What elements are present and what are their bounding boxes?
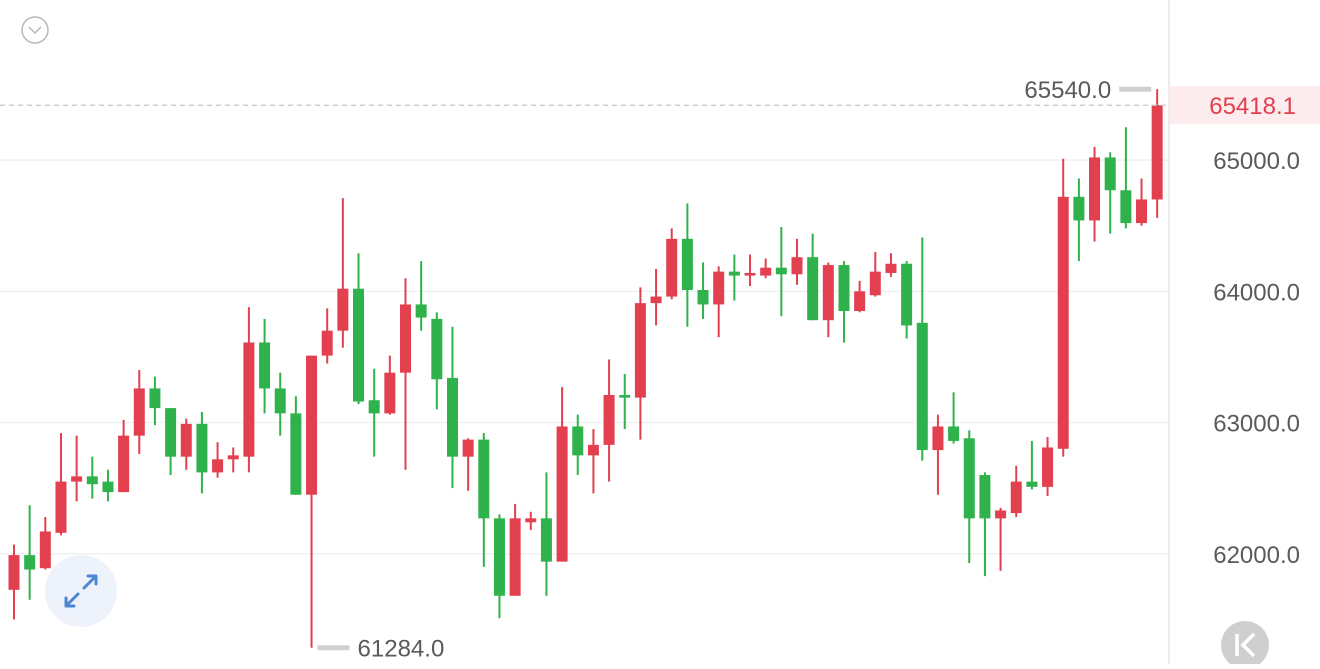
candle-body xyxy=(525,518,537,523)
candle-body xyxy=(587,444,599,456)
candle-body xyxy=(133,388,145,436)
candle-body xyxy=(838,265,850,312)
expand-button[interactable] xyxy=(45,555,117,627)
candle-body xyxy=(1026,481,1038,487)
candle-body xyxy=(24,555,36,570)
y-tick-label: 62000.0 xyxy=(1213,542,1300,569)
candle-body xyxy=(791,257,803,275)
candle-body xyxy=(885,263,897,273)
candle-body xyxy=(368,400,380,414)
kline-icon xyxy=(1235,632,1256,658)
candle-body xyxy=(572,426,584,456)
candle-body xyxy=(274,388,286,414)
candle-body xyxy=(948,426,960,441)
min-label: 61284.0 xyxy=(358,636,445,663)
kline-button[interactable] xyxy=(1221,621,1269,669)
candle-body xyxy=(540,518,552,562)
candle-body xyxy=(180,423,192,457)
candle-body xyxy=(901,263,913,326)
candle-body xyxy=(212,459,224,473)
candle-body xyxy=(619,394,631,398)
candle-body xyxy=(446,377,458,457)
candle-body xyxy=(493,518,505,596)
y-tick-label: 64000.0 xyxy=(1213,279,1300,306)
last-price-label: 65418.1 xyxy=(1209,93,1296,120)
candle-body xyxy=(509,518,521,596)
candle-body xyxy=(1104,157,1116,191)
candle-body xyxy=(321,330,333,356)
candle-body xyxy=(775,267,787,275)
last-price-box xyxy=(1170,86,1320,125)
candle-body xyxy=(760,267,772,276)
candle-body xyxy=(8,555,20,590)
candle-body xyxy=(1120,190,1132,224)
plot-area: 62000.0 63000.0 64000.0 65000.0 65540.0 61284… xyxy=(0,77,1320,663)
candle-body xyxy=(337,288,349,331)
candle-body xyxy=(854,291,866,312)
expand-icon xyxy=(64,574,98,608)
candle-body xyxy=(681,238,693,291)
expand-circle xyxy=(45,555,117,627)
candle-body xyxy=(415,304,427,318)
candle-body xyxy=(462,439,474,457)
candle-body xyxy=(227,455,239,460)
candle-body xyxy=(1151,105,1163,200)
candle-body xyxy=(697,290,709,305)
candle-body xyxy=(165,408,177,457)
candle-body xyxy=(916,322,928,451)
candle-body xyxy=(1042,447,1054,487)
candle-body xyxy=(243,342,255,457)
candle-body xyxy=(478,439,490,519)
candle-body xyxy=(55,481,67,533)
candle-body xyxy=(86,476,98,485)
candle-body xyxy=(666,238,678,297)
candle-body xyxy=(384,372,396,414)
candle-body xyxy=(118,435,130,493)
candle-body xyxy=(259,342,271,389)
candle-body xyxy=(869,271,881,296)
candle-body xyxy=(196,423,208,473)
candle-body xyxy=(822,265,834,321)
candle-body xyxy=(556,426,568,562)
candle-body xyxy=(979,475,991,519)
candle-body xyxy=(634,303,646,398)
candle-body xyxy=(650,296,662,304)
candle-body xyxy=(1136,199,1148,224)
candle-body xyxy=(1089,157,1101,221)
candle-body xyxy=(102,481,114,493)
candle-body xyxy=(1010,481,1022,514)
candle-body xyxy=(963,438,975,519)
candle-body xyxy=(995,510,1007,519)
candle-body xyxy=(744,272,756,276)
candle-body xyxy=(306,355,318,495)
candle-body xyxy=(400,304,411,373)
candle-body xyxy=(932,426,944,451)
collapse-circle xyxy=(21,16,49,44)
max-label: 65540.0 xyxy=(1024,77,1111,104)
candle-body xyxy=(149,388,161,409)
candle-body xyxy=(807,257,819,321)
candle-body xyxy=(603,394,615,445)
candle-body xyxy=(71,476,83,482)
y-tick-label: 63000.0 xyxy=(1213,411,1300,438)
candle-body xyxy=(290,413,302,495)
candle-body xyxy=(39,531,51,569)
chevron-icon xyxy=(28,26,42,35)
y-tick-label: 65000.0 xyxy=(1213,148,1300,175)
candle-body xyxy=(728,271,740,276)
candle-body xyxy=(1057,196,1069,449)
candle-body xyxy=(1073,196,1085,221)
collapse-button[interactable] xyxy=(21,16,49,44)
candle-body xyxy=(431,318,443,380)
candle-body xyxy=(353,288,365,402)
candle-body xyxy=(713,271,725,305)
